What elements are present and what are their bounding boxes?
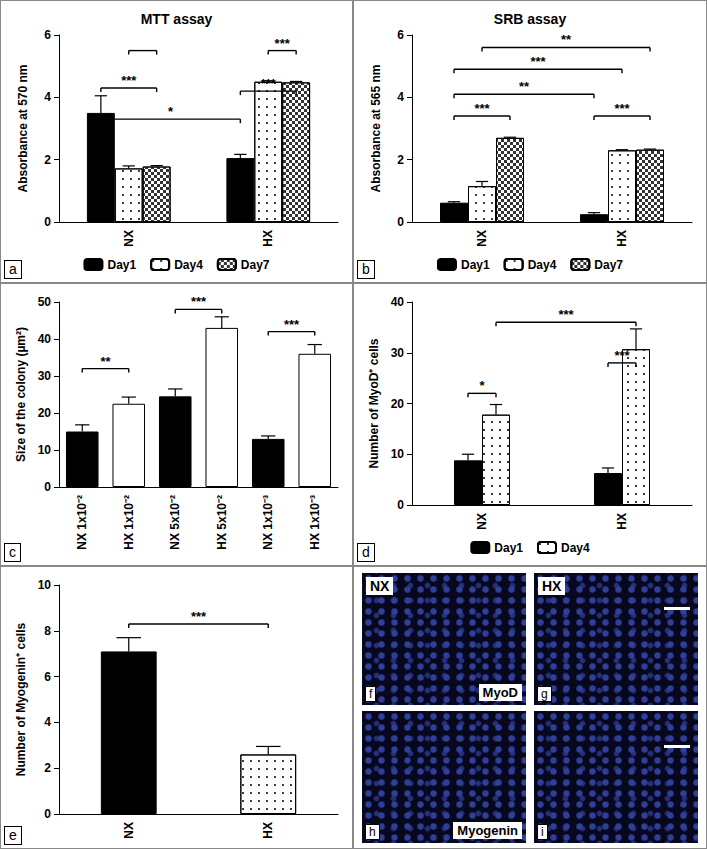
svg-text:***: *** xyxy=(121,73,137,88)
svg-text:***: *** xyxy=(191,294,207,309)
svg-text:6: 6 xyxy=(44,28,51,42)
svg-text:Day4: Day4 xyxy=(174,258,203,272)
svg-text:4: 4 xyxy=(44,715,51,729)
html-text:HX: HX xyxy=(542,578,562,594)
svg-text:NX 1x10⁻²: NX 1x10⁻² xyxy=(75,495,89,550)
svg-text:NX: NX xyxy=(475,513,489,530)
svg-text:6: 6 xyxy=(44,670,51,684)
svg-text:4: 4 xyxy=(44,90,51,104)
html-text:Myogenin: Myogenin xyxy=(457,823,518,838)
svg-text:NX 1x10⁻³: NX 1x10⁻³ xyxy=(261,495,275,550)
svg-text:NX: NX xyxy=(122,822,136,839)
svg-text:HX 1x10⁻²: HX 1x10⁻² xyxy=(122,495,136,550)
svg-text:Day4: Day4 xyxy=(561,541,590,555)
html-text:f: f xyxy=(369,687,373,701)
svg-text:2: 2 xyxy=(397,153,404,167)
svg-text:50: 50 xyxy=(38,295,52,309)
svg-text:4: 4 xyxy=(397,90,404,104)
svg-text:Day4: Day4 xyxy=(528,258,557,272)
svg-text:10: 10 xyxy=(391,447,405,461)
svg-text:2: 2 xyxy=(44,153,51,167)
svg-text:Size of the colony (µm²): Size of the colony (µm²) xyxy=(14,327,28,462)
html-text:d: d xyxy=(362,544,370,560)
html-text:b: b xyxy=(362,261,370,277)
svg-text:***: *** xyxy=(284,317,300,332)
svg-text:2: 2 xyxy=(44,761,51,775)
svg-text:Number of MyoD⁺ cells: Number of MyoD⁺ cells xyxy=(367,338,381,468)
svg-text:*: * xyxy=(479,378,485,393)
svg-text:***: *** xyxy=(275,36,291,51)
svg-text:6: 6 xyxy=(397,28,404,42)
svg-text:HX: HX xyxy=(615,513,629,530)
svg-text:Day7: Day7 xyxy=(241,258,270,272)
svg-text:**: ** xyxy=(519,79,530,94)
svg-text:8: 8 xyxy=(44,624,51,638)
svg-text:0: 0 xyxy=(44,807,51,821)
svg-text:Day7: Day7 xyxy=(594,258,623,272)
svg-text:**: ** xyxy=(561,32,572,47)
svg-text:0: 0 xyxy=(44,215,51,229)
svg-text:***: *** xyxy=(191,609,207,624)
svg-text:***: *** xyxy=(530,54,546,69)
svg-text:10: 10 xyxy=(38,443,52,457)
svg-text:0: 0 xyxy=(397,498,404,512)
svg-text:Absorbance at 570 nm: Absorbance at 570 nm xyxy=(16,64,30,192)
svg-text:***: *** xyxy=(614,101,630,116)
html-text:h: h xyxy=(369,825,376,839)
svg-text:***: *** xyxy=(261,76,277,91)
svg-text:SRB assay: SRB assay xyxy=(494,11,567,27)
html-text:c: c xyxy=(9,544,16,560)
svg-text:NX: NX xyxy=(122,230,136,247)
svg-text:HX: HX xyxy=(261,230,275,247)
svg-text:30: 30 xyxy=(38,369,52,383)
svg-text:NX 5x10⁻²: NX 5x10⁻² xyxy=(168,495,182,550)
svg-text:MTT assay: MTT assay xyxy=(141,11,213,27)
html-text:NX: NX xyxy=(370,578,390,594)
svg-text:**: ** xyxy=(100,354,111,369)
svg-text:Absorbance at 565 nm: Absorbance at 565 nm xyxy=(369,64,383,192)
svg-text:Number of Myogenin⁺ cells: Number of Myogenin⁺ cells xyxy=(14,622,28,776)
svg-text:HX: HX xyxy=(261,822,275,839)
svg-text:40: 40 xyxy=(38,332,52,346)
svg-text:10: 10 xyxy=(38,578,52,592)
svg-text:***: *** xyxy=(614,348,630,363)
html-text:e: e xyxy=(9,827,17,843)
html-text:i: i xyxy=(541,825,544,839)
svg-text:20: 20 xyxy=(38,406,52,420)
svg-text:HX: HX xyxy=(615,230,629,247)
svg-text:HX 5x10⁻²: HX 5x10⁻² xyxy=(215,495,229,550)
svg-text:20: 20 xyxy=(391,397,405,411)
svg-text:30: 30 xyxy=(391,346,405,360)
svg-text:0: 0 xyxy=(397,215,404,229)
svg-text:***: *** xyxy=(474,101,490,116)
svg-text:NX: NX xyxy=(475,230,489,247)
svg-text:***: *** xyxy=(558,307,574,322)
svg-text:*: * xyxy=(168,104,174,119)
html-text:MyoD: MyoD xyxy=(482,685,518,700)
svg-text:40: 40 xyxy=(391,295,405,309)
svg-text:Day1: Day1 xyxy=(494,541,523,555)
svg-text:Day1: Day1 xyxy=(461,258,490,272)
html-text:a: a xyxy=(9,261,17,277)
svg-text:HX 1x10⁻³: HX 1x10⁻³ xyxy=(308,495,322,550)
svg-text:0: 0 xyxy=(44,480,51,494)
svg-text:Day1: Day1 xyxy=(107,258,136,272)
html-text:g: g xyxy=(541,687,548,701)
